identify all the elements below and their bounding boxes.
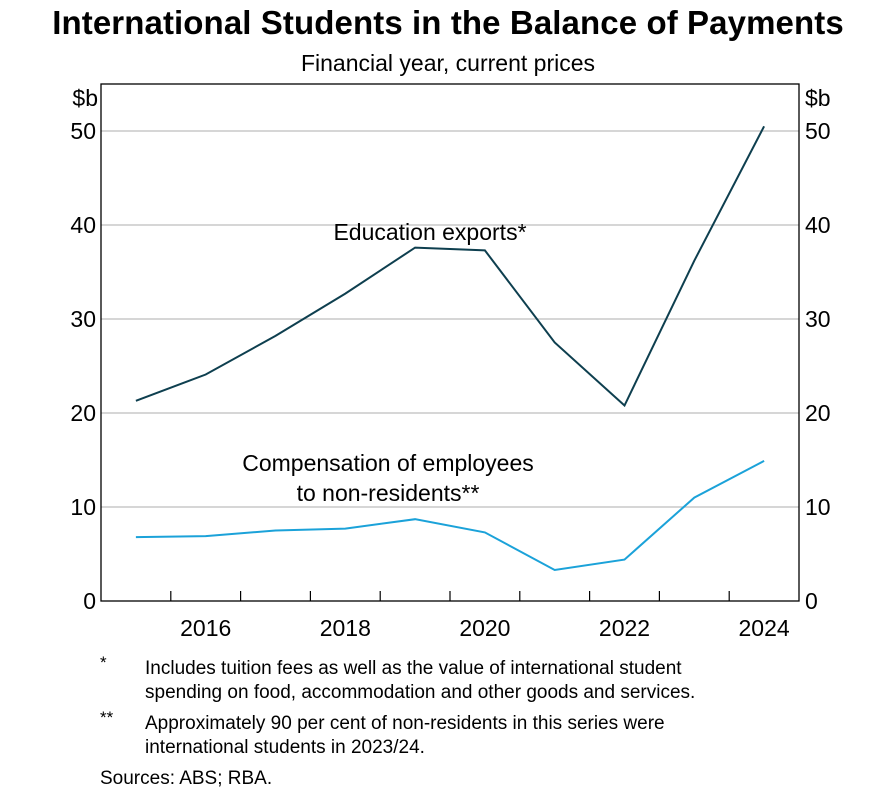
- footnote-1-mark: *: [100, 653, 107, 672]
- y-axis-left: 0 10 20 30 40 50: [70, 118, 96, 614]
- series-line-1: [135, 460, 765, 572]
- footnote-1-line-1: Includes tuition fees as well as the val…: [145, 658, 682, 679]
- y-tick-right-30: 30: [805, 306, 831, 332]
- footnote-2-mark: **: [100, 708, 114, 727]
- y-tick-left-0: 0: [83, 588, 96, 614]
- series-line-0: [135, 125, 765, 408]
- footnote-1-line-2: spending on food, accommodation and othe…: [145, 682, 696, 703]
- gridlines: [101, 130, 799, 508]
- series-label-compensation-line-1: Compensation of employees: [242, 450, 534, 476]
- footnote-2-line-2: international students in 2023/24.: [145, 737, 425, 758]
- sources-note: Sources: ABS; RBA.: [100, 768, 273, 789]
- y-tick-left-40: 40: [70, 212, 96, 238]
- x-axis: 2016 2018 2020 2022 2024: [170, 591, 790, 641]
- y-tick-right-20: 20: [805, 400, 831, 426]
- y-tick-left-20: 20: [70, 400, 96, 426]
- y-tick-left-30: 30: [70, 306, 96, 332]
- y-tick-left-50: 50: [70, 118, 96, 144]
- y-unit-right: $b: [805, 85, 831, 111]
- y-tick-right-10: 10: [805, 494, 831, 520]
- plot-frame: [100, 83, 800, 602]
- x-tick-2022: 2022: [599, 615, 650, 641]
- series-label-compensation-line-2: to non-residents**: [297, 480, 480, 506]
- y-tick-left-10: 10: [70, 494, 96, 520]
- footnote-1: Includes tuition fees as well as the val…: [145, 657, 695, 705]
- y-tick-right-40: 40: [805, 212, 831, 238]
- series-lines: [135, 125, 765, 572]
- y-tick-right-50: 50: [805, 118, 831, 144]
- x-tick-2016: 2016: [180, 615, 231, 641]
- x-tick-2020: 2020: [459, 615, 510, 641]
- chart-title: International Students in the Balance of…: [52, 4, 844, 41]
- footnote-2: Approximately 90 per cent of non-residen…: [145, 712, 665, 760]
- x-tick-2024: 2024: [739, 615, 790, 641]
- series-label-education-exports: Education exports*: [333, 219, 526, 245]
- y-tick-right-0: 0: [805, 588, 818, 614]
- y-axis-right: 0 10 20 30 40 50: [805, 118, 831, 614]
- line-chart: 0 10 20 30 40 50 0 10 20 30 40 50 2016 2018 2020 2022…: [70, 83, 831, 641]
- y-unit-left: $b: [72, 85, 98, 111]
- footnote-2-line-1: Approximately 90 per cent of non-residen…: [145, 713, 665, 734]
- chart-subtitle: Financial year, current prices: [300, 50, 595, 76]
- x-tick-2018: 2018: [320, 615, 371, 641]
